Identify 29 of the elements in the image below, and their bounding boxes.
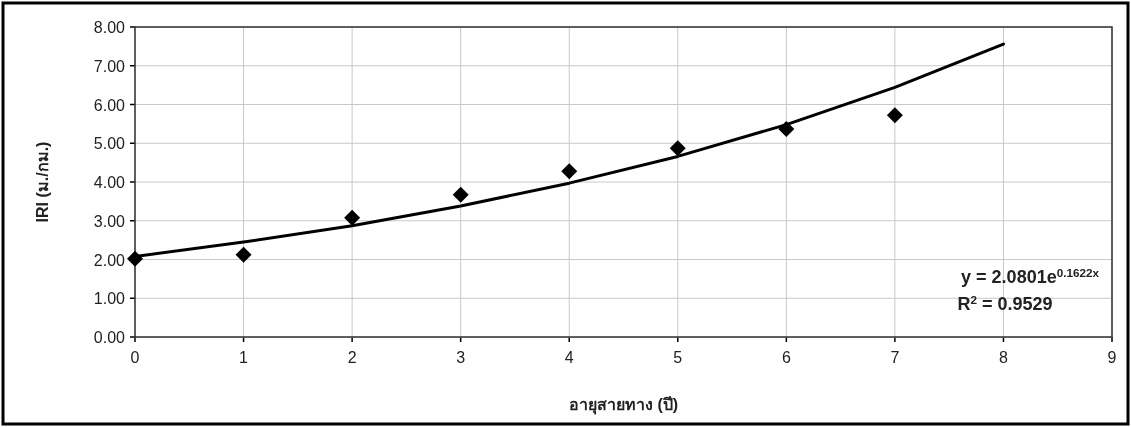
- y-tick-label: 8.00: [93, 19, 126, 36]
- annotation: y = 2.0801e$^{0.1622x}$: [961, 265, 1100, 287]
- x-tick-label: 0: [130, 349, 140, 366]
- point: [452, 186, 469, 203]
- point: [561, 163, 578, 180]
- x-tick-label: 2: [347, 349, 357, 366]
- y-tick-label: 7.00: [93, 57, 126, 75]
- y-tick-label: 0.00: [93, 329, 126, 346]
- x-tick-label: 6: [781, 349, 791, 366]
- y-tick-label: 2.00: [93, 251, 126, 269]
- x-tick-label: 9: [1107, 349, 1117, 366]
- x-tick-label: 7: [890, 349, 900, 366]
- x-tick-label: 8: [998, 349, 1008, 366]
- point: [886, 107, 903, 124]
- y-tick-label: 4.00: [93, 174, 126, 191]
- y-tick-label: 6.00: [93, 96, 126, 114]
- point: [669, 140, 686, 157]
- y-tick-label: 5.00: [93, 135, 126, 153]
- x-tick-label: 5: [673, 349, 683, 366]
- y-tick-label: 3.00: [93, 212, 126, 230]
- x-tick-label: 1: [239, 349, 249, 366]
- y-axis-title: IRI (ม./กม.): [34, 141, 51, 223]
- point: [235, 246, 252, 263]
- x-axis-title: อายุสายทาง (ปี): [568, 395, 679, 415]
- y-tick-label: 1.00: [93, 290, 126, 308]
- annotation: R$^{2}$ = 0.9529: [957, 292, 1053, 314]
- x-tick-label: 3: [456, 349, 466, 366]
- x-tick-label: 4: [564, 349, 574, 366]
- point: [344, 209, 361, 226]
